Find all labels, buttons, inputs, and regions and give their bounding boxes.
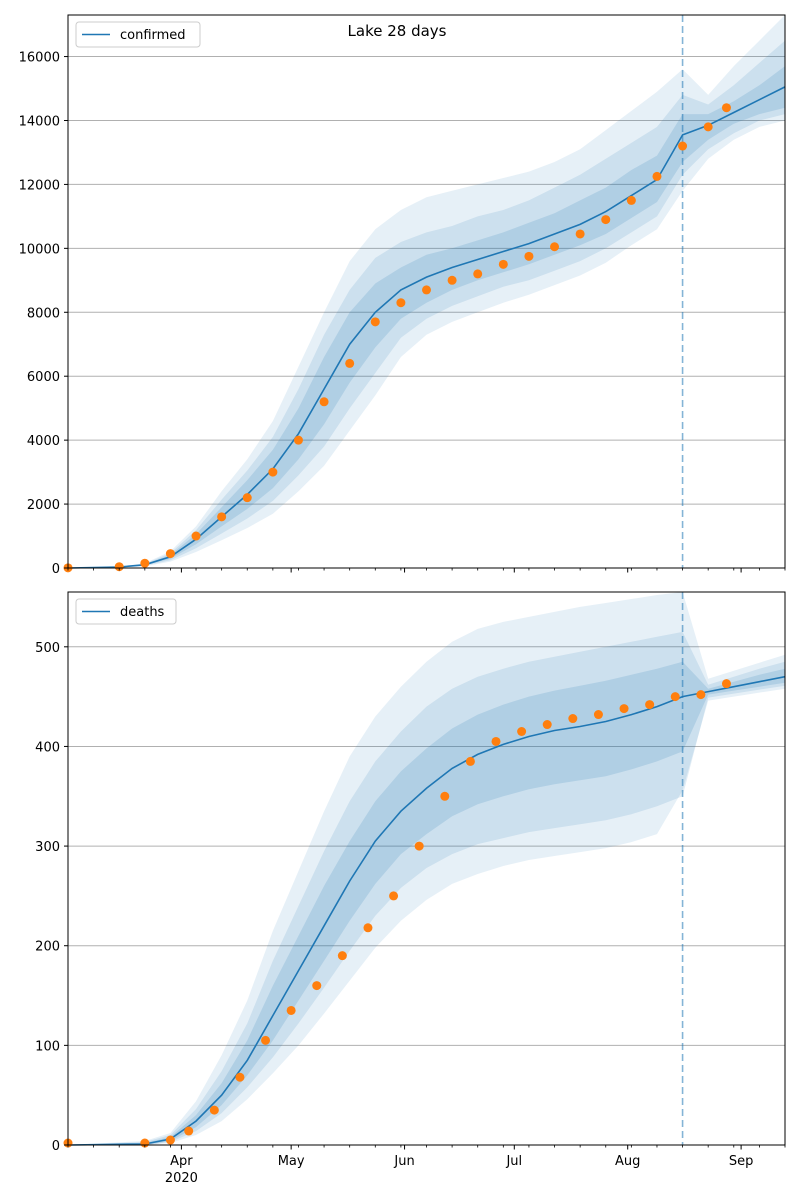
observed-point bbox=[389, 891, 399, 901]
observed-point bbox=[696, 690, 706, 700]
observed-point bbox=[568, 714, 578, 724]
x-tick-label: May bbox=[278, 1154, 305, 1169]
observed-point bbox=[363, 923, 373, 933]
y-tick-label: 2000 bbox=[27, 498, 60, 513]
observed-point bbox=[293, 435, 303, 445]
uncertainty-band-50 bbox=[68, 66, 785, 568]
confirmed-panel: 0 2000 4000 6000 8000 10000 12000 14000 16000 con… bbox=[19, 14, 786, 577]
observed-point bbox=[312, 981, 322, 991]
observed-point bbox=[217, 512, 227, 522]
uncertainty-band-80 bbox=[68, 631, 785, 1145]
y-tick-label: 500 bbox=[35, 641, 60, 656]
observed-point bbox=[370, 317, 380, 327]
legend-label: confirmed bbox=[120, 28, 186, 43]
observed-point bbox=[517, 726, 527, 736]
observed-point bbox=[209, 1105, 219, 1115]
observed-point bbox=[491, 736, 501, 746]
observed-point bbox=[242, 493, 252, 503]
observed-point bbox=[670, 692, 680, 702]
observed-point bbox=[337, 951, 347, 961]
observed-point bbox=[396, 298, 406, 308]
observed-point bbox=[345, 358, 355, 368]
observed-point bbox=[542, 720, 552, 730]
legend-box bbox=[75, 598, 177, 625]
x-tick-label: Jul bbox=[505, 1154, 522, 1169]
y-tick-label: 400 bbox=[35, 740, 60, 755]
y-tick-label: 4000 bbox=[27, 434, 60, 449]
observed-point bbox=[191, 531, 201, 541]
uncertainty-band-95 bbox=[68, 592, 785, 1145]
observed-point bbox=[721, 103, 731, 113]
observed-point bbox=[235, 1072, 245, 1082]
observed-point bbox=[703, 122, 713, 132]
observed-point bbox=[447, 275, 457, 285]
y-tick-label: 100 bbox=[35, 1039, 60, 1054]
uncertainty-band-80 bbox=[68, 40, 785, 569]
observed-point bbox=[593, 710, 603, 720]
legend-label: deaths bbox=[120, 605, 165, 620]
uncertainty-band-50 bbox=[68, 661, 785, 1145]
x-tick-label: Apr bbox=[170, 1154, 193, 1169]
observed-point bbox=[140, 558, 150, 568]
observed-point bbox=[165, 549, 175, 559]
y-tick-label: 14000 bbox=[19, 114, 60, 129]
observed-point bbox=[114, 562, 124, 572]
x-tick-label: Aug bbox=[615, 1154, 640, 1169]
observed-point bbox=[465, 756, 475, 766]
observed-point bbox=[414, 841, 424, 851]
y-tick-label: 300 bbox=[35, 840, 60, 855]
legend-box bbox=[75, 21, 201, 48]
observed-point bbox=[319, 397, 329, 407]
observed-point bbox=[422, 285, 431, 295]
y-tick-label: 0 bbox=[52, 562, 60, 577]
observed-point bbox=[473, 269, 483, 279]
observed-point bbox=[619, 704, 629, 714]
observed-point bbox=[601, 215, 611, 225]
observed-point bbox=[498, 259, 508, 269]
y-tick-label: 16000 bbox=[19, 51, 60, 66]
y-tick-label: 8000 bbox=[27, 306, 60, 321]
observed-point bbox=[678, 141, 688, 151]
y-tick-label: 10000 bbox=[19, 242, 60, 257]
x-year-label: 2020 bbox=[165, 1171, 198, 1186]
series-line-confirmed bbox=[67, 86, 786, 569]
y-tick-label: 12000 bbox=[19, 178, 60, 193]
observed-point bbox=[268, 467, 278, 477]
figure-title: Lake 28 days bbox=[348, 22, 447, 40]
observed-point bbox=[440, 791, 450, 801]
y-tick-label: 0 bbox=[52, 1139, 60, 1154]
x-tick-label: Jun bbox=[393, 1154, 414, 1169]
observed-point bbox=[575, 229, 585, 239]
observed-point bbox=[645, 700, 655, 710]
deaths-panel: 0 100 200 300 400 500 Apr May Jun Jul Aug Sep 2020 de… bbox=[35, 591, 786, 1186]
x-tick-label: Sep bbox=[729, 1154, 754, 1169]
observed-point bbox=[721, 679, 731, 689]
observed-point bbox=[652, 171, 662, 181]
y-tick-label: 200 bbox=[35, 940, 60, 955]
observed-point bbox=[626, 195, 636, 205]
observed-point bbox=[184, 1126, 194, 1136]
y-tick-label: 6000 bbox=[27, 370, 60, 385]
observed-point bbox=[286, 1005, 296, 1015]
observed-point bbox=[165, 1135, 175, 1145]
observed-point bbox=[550, 242, 560, 252]
observed-point bbox=[524, 251, 534, 261]
observed-point bbox=[261, 1035, 271, 1045]
